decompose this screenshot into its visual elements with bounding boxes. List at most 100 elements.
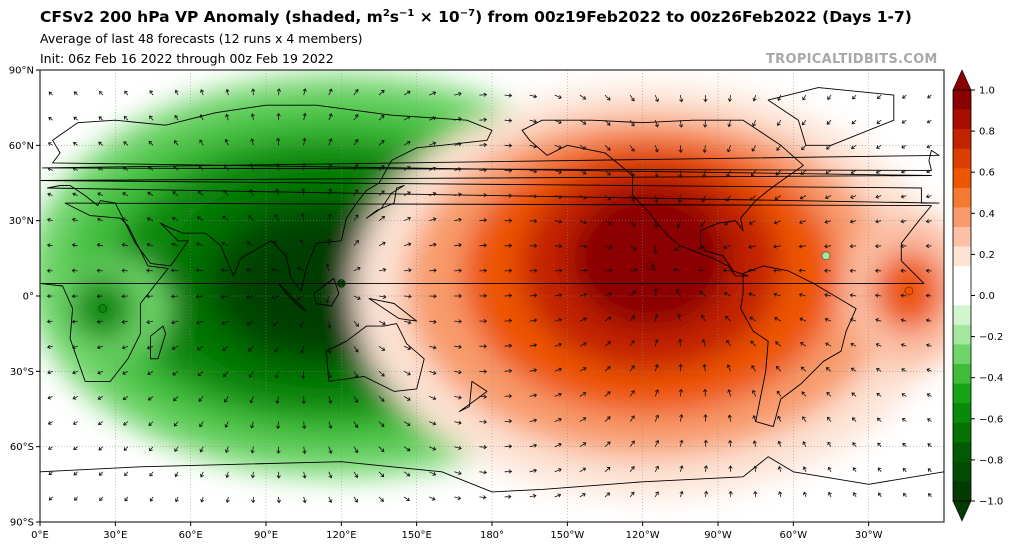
wind-vector-596 [554,493,562,498]
wind-vector-151 [223,189,229,196]
wind-vector-269 [479,268,488,273]
wind-vector-450 [504,393,513,399]
wind-vector-527 [629,440,635,447]
lon-tick-label-4: 120°E [326,530,356,541]
wind-vector-610 [903,492,907,498]
wind-vector-8 [251,88,256,96]
wind-vector-137 [775,170,782,176]
wind-vector-508 [149,446,154,452]
wind-vector-565 [679,465,684,472]
wind-vector-58 [604,119,611,126]
lon-tick-label-9: 90°W [704,530,732,541]
title-unit: m2s−1 × 10−7 [366,8,476,27]
wind-vector-443 [328,396,333,404]
wind-vector-246 [798,244,806,249]
wind-vector-549 [276,471,281,479]
wind-vector-264 [353,266,361,272]
wind-vector-158 [403,191,411,196]
wind-vector-126 [504,168,513,173]
wind-vector-493 [679,414,684,422]
wind-vector-119 [328,163,333,171]
wind-vector-431 [926,368,932,373]
anomaly-center-3 [904,286,914,296]
colorbar-segment-12 [953,324,971,345]
wind-vector-488 [554,417,562,422]
wind-vector-66 [801,119,807,126]
wind-vector-51 [429,116,437,121]
wind-vector-127 [529,169,538,174]
wind-vector-234 [504,243,513,248]
wind-vector-41 [174,114,179,121]
wind-vector-218 [96,243,103,248]
subtitle: Average of last 48 forecasts (12 runs x … [40,31,363,46]
wind-vector-190 [300,213,305,221]
wind-vector-577 [74,496,78,501]
wind-vector-516 [353,446,359,454]
wind-vector-73 [72,142,78,146]
wind-vector-199 [529,218,538,224]
wind-vector-213 [875,219,882,224]
wind-vector-259 [220,268,229,273]
wind-vector-346 [604,316,612,322]
wind-vector-436 [147,396,154,401]
wind-vector-286 [900,268,907,273]
wind-vector-477 [275,421,281,430]
wind-vector-182 [96,217,103,222]
wind-vector-439 [224,396,229,403]
colorbar-segment-4 [953,168,971,189]
wind-vector-95 [629,145,635,152]
wind-vector-517 [378,446,385,453]
wind-vector-492 [654,414,660,422]
wind-vector-401 [172,370,179,376]
wind-vector-326 [96,319,103,324]
wind-vector-597 [579,493,586,498]
wind-vector-278 [697,268,706,273]
wind-vector-407 [327,371,333,379]
wind-vector-11 [328,88,333,96]
colorbar-tick-label-7: −0.4 [979,373,1003,384]
colorbar-segment-8 [953,246,971,267]
wind-vector-156 [353,189,359,196]
wind-vector-423 [726,364,731,372]
wind-vector-411 [429,370,437,375]
wind-vector-486 [504,419,513,424]
wind-vector-268 [454,268,462,273]
wind-vector-581 [174,496,179,503]
wind-vector-364 [146,345,154,350]
wind-vector-114 [198,164,204,171]
wind-vector-160 [454,192,462,197]
wind-vector-370 [300,346,305,354]
wind-vector-467 [926,393,932,397]
wind-vector-337 [378,320,386,326]
wind-vector-463 [826,391,832,397]
wind-vector-7 [225,88,230,96]
wind-vector-368 [248,345,254,352]
wind-vector-290 [96,294,103,299]
colorbar-max-extension [952,69,972,91]
wind-vector-392 [850,342,857,347]
wind-vector-323 [925,293,932,298]
latitude-axis: 90°N 60°N 30°N 0° 30°S 60°S 90°S [9,66,40,529]
wind-vector-528 [654,439,660,447]
wind-vector-478 [302,421,307,430]
wind-vector-198 [504,218,513,223]
wind-vector-494 [703,414,708,422]
wind-vector-399 [122,370,129,375]
wind-vector-472 [148,421,154,426]
wind-vector-600 [654,491,659,498]
wind-vector-82 [302,137,307,146]
wind-vector-604 [753,490,758,497]
wind-vector-383 [629,339,635,347]
wind-vector-521 [479,444,488,450]
wind-vector-421 [678,363,683,372]
wind-vector-288 [46,293,53,299]
wind-vector-272 [554,268,563,273]
wind-vector-279 [722,268,731,273]
wind-vector-204 [654,220,659,229]
colorbar-segment-18 [953,442,971,463]
wind-vector-108 [47,167,53,172]
antarctica-outline [40,456,944,522]
wind-vector-258 [195,268,204,273]
wind-vector-332 [246,320,254,326]
wind-vector-149 [172,191,179,196]
